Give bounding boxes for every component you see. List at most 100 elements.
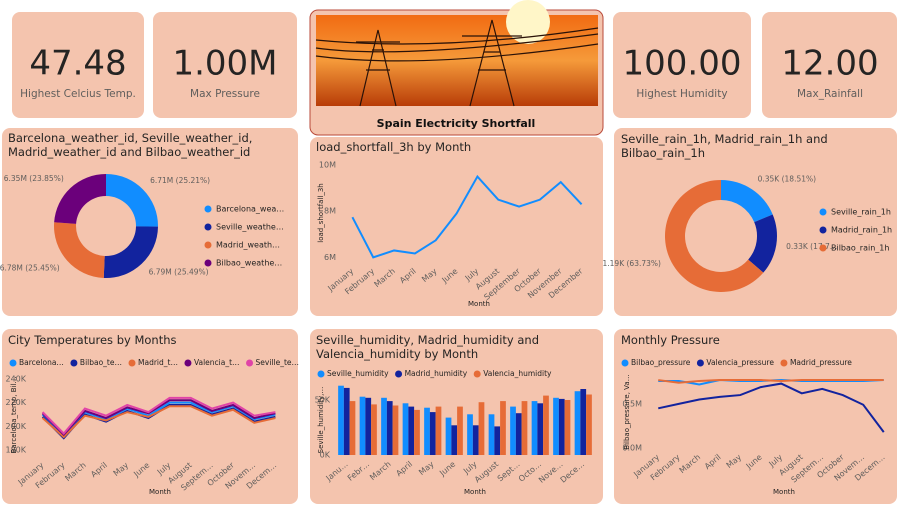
line xyxy=(351,174,583,259)
chart-title: Seville_rain_1h, Madrid_rain_1h and Bilb… xyxy=(621,132,828,160)
legend-marker xyxy=(9,359,17,367)
legend-label: Seville_te… xyxy=(256,358,299,367)
bar xyxy=(365,397,372,455)
legend-label: Seville_rain_1h xyxy=(831,208,891,217)
donut-slice xyxy=(748,214,777,273)
legend-label: Seville_weathe… xyxy=(216,223,284,232)
chart-title: Seville_humidity, Madrid_humidity and Va… xyxy=(316,333,540,361)
chart-title-box: City Temperatures by Months xyxy=(8,333,177,347)
data-label: 6.79M (25.49%) xyxy=(149,268,209,277)
card-panel xyxy=(12,12,144,118)
chart-title-box: Seville_humidity, Madrid_humidity and Va… xyxy=(316,333,540,361)
y-tick-label: 200K xyxy=(5,422,26,431)
kpi-label: Highest Humidity xyxy=(636,88,727,100)
bar xyxy=(574,391,581,455)
bar xyxy=(494,426,501,455)
legend-marker xyxy=(204,259,212,267)
bar xyxy=(488,414,495,455)
donut-slice xyxy=(54,174,106,224)
data-label: 6.35M (23.85%) xyxy=(4,174,64,183)
legend-marker xyxy=(696,359,704,367)
bar xyxy=(451,425,458,455)
y-axis-title: Seville_humidity,… xyxy=(317,387,325,454)
card-panel xyxy=(762,12,897,118)
data-label: 0.35K (18.51%) xyxy=(758,174,817,183)
bar xyxy=(500,401,506,455)
legend-marker xyxy=(819,244,827,252)
banner-title: Spain Electricity Shortfall xyxy=(377,117,536,130)
y-axis-title: Bilbao_pressure, Va… xyxy=(623,374,631,449)
card-panel xyxy=(613,12,751,118)
bar xyxy=(515,413,522,455)
bar xyxy=(521,401,528,455)
legend-marker xyxy=(473,370,481,378)
bar xyxy=(429,412,436,455)
bar xyxy=(392,405,399,455)
legend-label: Bilbao_pressure xyxy=(631,358,691,367)
data-label: 6.78M (25.45%) xyxy=(0,264,60,273)
bar xyxy=(478,402,485,455)
line xyxy=(41,405,276,439)
x-axis-title: Month xyxy=(149,488,171,496)
legend-label: Bilbao_rain_1h xyxy=(831,244,889,253)
kpi-value: 100.00 xyxy=(623,44,742,84)
bar xyxy=(510,406,516,455)
line xyxy=(41,399,276,437)
bar xyxy=(338,385,344,455)
legend-label: Madrid_humidity xyxy=(405,369,468,378)
chart-panel xyxy=(614,329,897,504)
pylon xyxy=(462,19,522,107)
line xyxy=(658,382,885,433)
bar xyxy=(586,394,592,455)
legend-marker xyxy=(70,359,78,367)
y-tick-label: 6M xyxy=(324,253,336,262)
card-panel xyxy=(153,12,297,118)
kpi-label: Max Pressure xyxy=(190,88,260,100)
legend-label: Seville_humidity xyxy=(327,369,389,378)
bar xyxy=(445,417,452,455)
legend-marker xyxy=(621,359,629,367)
bar xyxy=(543,395,549,455)
y-axis-title: load_shortfall_3h xyxy=(317,183,325,242)
y-tick-label: 0.5M xyxy=(622,399,642,408)
legend-label: Bilbao_te… xyxy=(80,358,122,367)
bar xyxy=(467,414,473,455)
bar xyxy=(435,406,442,455)
donut-slice xyxy=(721,180,773,223)
data-label: 0.33K (17.7… xyxy=(786,242,837,251)
chart-title: load_shortfall_3h by Month xyxy=(316,140,472,154)
legend-label: Bilbao_weathe… xyxy=(216,259,282,268)
donut-slice xyxy=(106,174,159,227)
data-label: 1.19K (63.73%) xyxy=(603,259,662,268)
legend-marker xyxy=(246,359,254,367)
legend-marker xyxy=(204,205,212,213)
bar xyxy=(531,401,538,455)
chart-title-box: load_shortfall_3h by Month xyxy=(316,140,472,154)
legend-label: Barcelona… xyxy=(19,358,64,367)
panels xyxy=(2,9,897,504)
y-tick-label: 0K xyxy=(320,451,331,460)
legend-label: Valencia_pressure xyxy=(706,358,774,367)
donut-slice xyxy=(54,222,105,278)
legend-marker xyxy=(819,226,827,234)
chart-title-box: Seville_rain_1h, Madrid_rain_1h and Bilb… xyxy=(621,132,828,160)
legend-marker xyxy=(204,241,212,249)
kpi-value: 47.48 xyxy=(29,44,126,84)
bar xyxy=(558,398,565,455)
legend-label: Madrid_pressure xyxy=(790,358,852,367)
y-tick-label: 8M xyxy=(324,207,336,216)
kpi-value: 1.00M xyxy=(172,44,277,84)
y-tick-label: 0.0M xyxy=(622,444,642,453)
sky xyxy=(316,15,598,106)
chart-panel xyxy=(310,329,603,504)
bar xyxy=(408,406,415,455)
legend-marker xyxy=(819,208,827,216)
banner-image xyxy=(315,0,599,107)
legend-label: Barcelona_wea… xyxy=(216,205,284,214)
y-tick-label: 240K xyxy=(5,374,26,383)
legend-label: Madrid_rain_1h xyxy=(831,226,892,235)
legend-marker xyxy=(395,370,403,378)
kpi-label: Max_Rainfall xyxy=(797,88,863,100)
bar xyxy=(580,389,587,455)
bar xyxy=(381,397,387,455)
